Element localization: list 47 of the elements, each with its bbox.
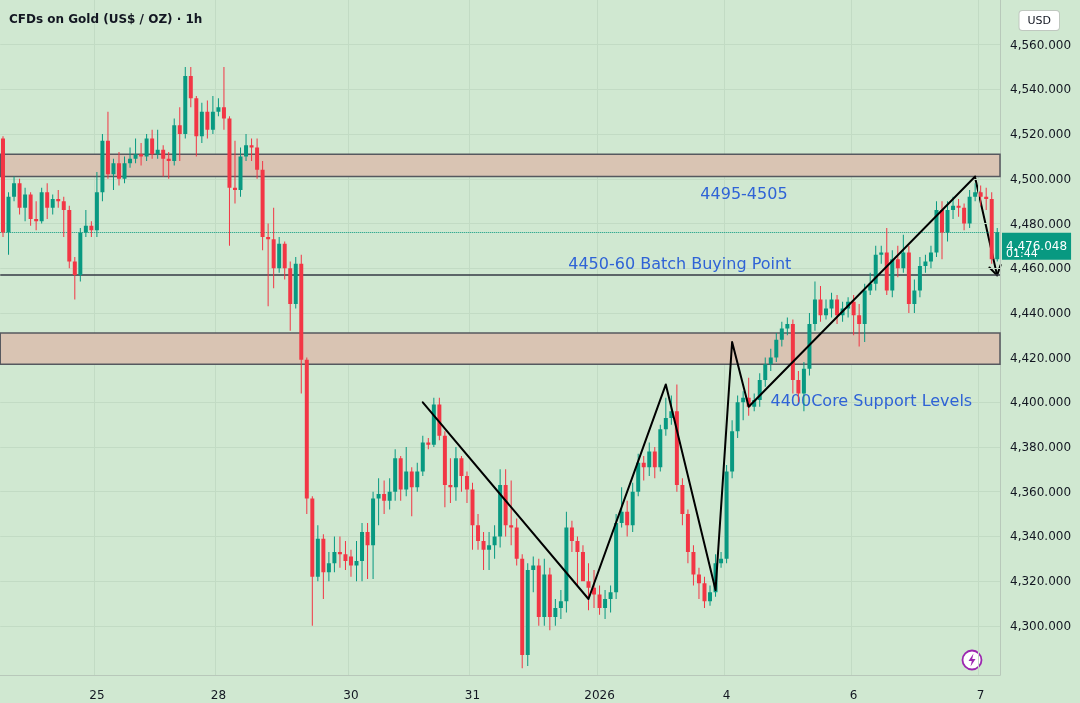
candlestick	[249, 138, 254, 161]
x-tick-label: 25	[89, 688, 105, 702]
y-tick-label: 4,500.000	[1010, 171, 1072, 186]
y-tick-label: 4,400.000	[1010, 395, 1072, 410]
candlestick	[984, 187, 989, 211]
x-tick-label: 28	[210, 688, 227, 702]
x-tick-label: 7	[976, 688, 985, 702]
candlestick	[973, 183, 978, 202]
y-tick-label: 4,420.000	[1010, 350, 1072, 365]
candlestick	[376, 478, 381, 526]
y-tick-label: 4,460.000	[1010, 261, 1072, 276]
x-tick-label: 2026	[584, 688, 615, 702]
candlestick	[382, 480, 387, 515]
text: CFDs on Gold (US$ / OZ) · 1h	[9, 12, 203, 26]
y-tick-label: 4,440.000	[1010, 305, 1072, 320]
candlestick	[531, 556, 536, 593]
ref-line-label: 4450-60 Batch Buying Point	[568, 254, 792, 274]
candlestick	[785, 317, 790, 336]
y-tick-label: 4,300.000	[1010, 618, 1072, 633]
candlestick	[133, 138, 138, 164]
candlestick	[233, 140, 237, 204]
y-tick-label: 4,380.000	[1010, 440, 1072, 455]
candlestick	[221, 67, 226, 130]
y-tick-label: 4,360.000	[1010, 484, 1072, 499]
band-label: 4495-4505	[700, 184, 788, 204]
candlestick	[34, 201, 39, 231]
x-tick-label: 30	[343, 688, 359, 702]
candlestick	[448, 458, 453, 503]
y-tick-label: 4,540.000	[1010, 82, 1072, 97]
y-tick-label: 4,520.000	[1010, 127, 1072, 142]
candlestick	[487, 531, 492, 570]
candlestick	[337, 536, 342, 568]
y-tick-label: 4,340.000	[1010, 529, 1072, 544]
y-tick-label: 4,480.000	[1010, 216, 1072, 231]
x-tick-label: 4	[722, 688, 731, 702]
x-tick-label: 6	[849, 688, 858, 702]
candlestick	[978, 185, 983, 206]
y-tick-label: 4,320.000	[1010, 574, 1072, 589]
x-tick-label: 31	[464, 688, 481, 702]
text: USD	[1027, 14, 1052, 27]
candlestick	[166, 151, 171, 179]
y-tick-label: 4,560.000	[1010, 37, 1072, 52]
candlestick	[216, 98, 221, 117]
candlestick	[139, 143, 144, 166]
candlestick	[509, 480, 514, 546]
candlestick	[266, 223, 271, 307]
candlestick	[177, 107, 182, 161]
